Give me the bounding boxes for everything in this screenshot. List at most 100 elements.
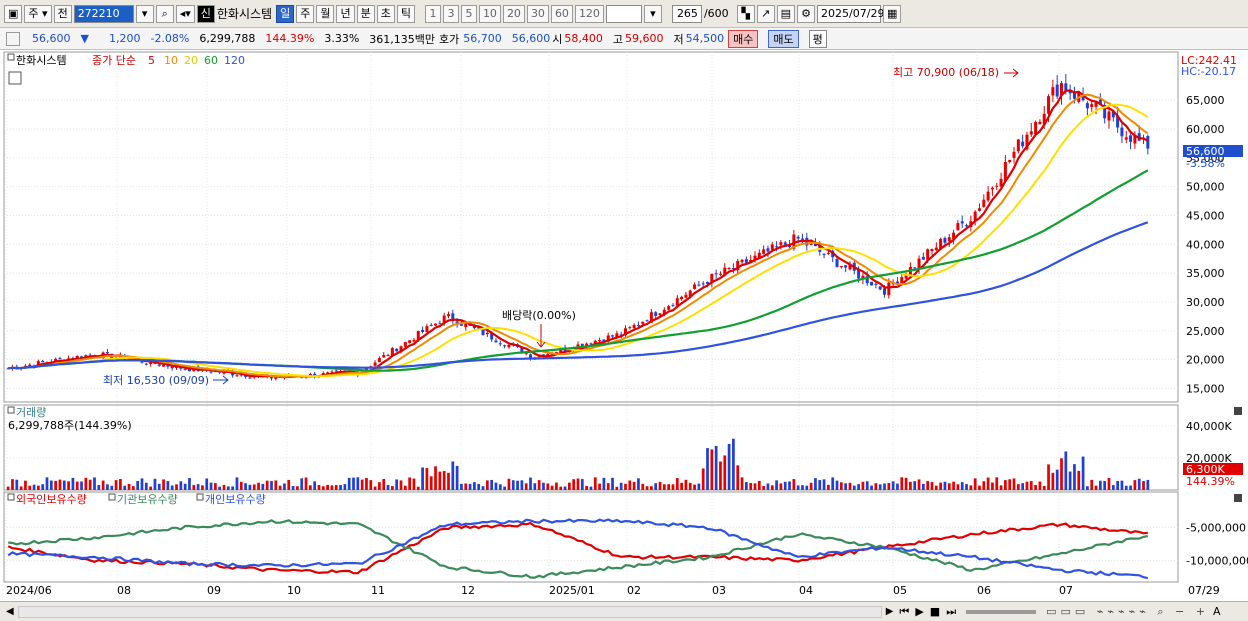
search-icon[interactable]: ⌕ [155, 4, 174, 23]
volume-bar [848, 482, 852, 490]
period-week-button[interactable]: 주 [296, 4, 315, 23]
minute-20-button[interactable]: 20 [502, 4, 525, 23]
table-icon[interactable] [8, 71, 22, 85]
holding-panel-close-icon[interactable] [1234, 494, 1242, 502]
chart-settings-icon[interactable]: ▚ [736, 4, 755, 23]
stop-icon[interactable]: ■ [929, 605, 941, 618]
volume-bar [395, 479, 399, 490]
candle-body [740, 259, 744, 263]
new-badge: 신 [196, 4, 215, 23]
volume-panel[interactable] [3, 404, 1179, 491]
candle-body [438, 323, 442, 325]
speaker-icon[interactable]: ◂▾ [175, 4, 195, 23]
holding-panel[interactable] [3, 491, 1179, 583]
candle-body [775, 246, 779, 248]
candle-body [874, 283, 878, 285]
count-input[interactable]: 265 [671, 4, 702, 23]
fast-forward-icon[interactable]: ⏭ [946, 604, 957, 618]
candle-body [870, 281, 874, 286]
code-dropdown-icon[interactable]: ▾ [135, 4, 154, 23]
rewind-icon[interactable]: ⏮ [899, 604, 910, 618]
volume-bar [563, 486, 567, 490]
y-tick-label: 50,000 [1186, 181, 1225, 194]
volume-bar [473, 482, 476, 490]
scroll-left-icon[interactable]: ◀ [6, 606, 14, 617]
minute-30-button[interactable]: 30 [526, 4, 549, 23]
minute-120-button[interactable]: 120 [574, 4, 604, 23]
candle-body [459, 324, 463, 326]
volume-bar [1068, 471, 1072, 490]
candle-body [654, 312, 658, 316]
custom-minute-dropdown-icon[interactable]: ▾ [643, 4, 662, 23]
volume-bar [62, 480, 66, 490]
minute-1-button[interactable]: 1 [424, 4, 441, 23]
candle-body [58, 357, 62, 359]
volume-bar [805, 485, 809, 490]
sell-button[interactable]: 매도 [768, 29, 799, 48]
candle-body [170, 366, 174, 369]
period-tick-button[interactable]: 틱 [396, 4, 415, 23]
x-tick-label: 12 [461, 584, 475, 597]
minute-5-button[interactable]: 5 [460, 4, 477, 23]
candle-body [1051, 87, 1055, 96]
period-month-button[interactable]: 월 [316, 4, 335, 23]
minute-3-button[interactable]: 3 [442, 4, 459, 23]
period-year-button[interactable]: 년 [336, 4, 355, 23]
tool-icons[interactable]: ▭▭▭ ⌁⌁⌁⌁⌁ ⌕ − + [1046, 604, 1209, 618]
date-input[interactable]: 2025/07/29 [817, 4, 884, 23]
volume-bar [697, 483, 701, 490]
high-annotation: 최고 70,900 (06/18) [893, 66, 999, 79]
minute-10-button[interactable]: 10 [478, 4, 501, 23]
volume-bar [641, 483, 645, 490]
window-icon[interactable]: ▣ [4, 4, 23, 23]
stock-code-input[interactable]: 272210 [73, 4, 134, 23]
period-day-button[interactable]: 일 [276, 4, 295, 23]
volume-bar [986, 477, 990, 490]
prev-button[interactable]: 전 [53, 4, 72, 23]
volume-bar [926, 481, 930, 490]
volume-bar [503, 486, 506, 490]
save-icon[interactable]: ▤ [776, 4, 796, 23]
buy-button[interactable]: 매수 [728, 29, 759, 48]
candle-body [913, 267, 917, 269]
scroll-right-icon[interactable]: ▶ [885, 606, 894, 617]
volume-bar [775, 480, 778, 490]
draw-tool-icon[interactable]: ↗ [756, 4, 775, 23]
candle-body [395, 348, 399, 352]
candle-body [1098, 99, 1102, 105]
holding-y-tick-label: -10,000,000 [1186, 554, 1248, 567]
play-icon[interactable]: ▶ [915, 605, 924, 618]
volume-bar [170, 485, 174, 490]
volume-bar [1120, 480, 1124, 490]
custom-minute-input[interactable] [605, 4, 642, 23]
volume-bar [235, 477, 239, 490]
candle-body [900, 277, 904, 284]
volume-bar [533, 483, 537, 490]
period-second-button[interactable]: 초 [376, 4, 395, 23]
volume-bar [572, 479, 576, 490]
period-select[interactable]: 주 ▾ [24, 4, 52, 23]
candle-body [382, 355, 386, 358]
volume-bar [188, 478, 191, 490]
minute-60-button[interactable]: 60 [550, 4, 573, 23]
volume-bar [1086, 486, 1089, 490]
zoom-slider[interactable] [966, 609, 1037, 614]
volume-bars [6, 438, 1150, 490]
evaluate-button[interactable]: 평 [808, 29, 827, 48]
chart-area[interactable]: 65,00060,00055,00050,00045,00040,00035,0… [0, 50, 1248, 601]
volume-panel-close-icon[interactable] [1234, 407, 1242, 415]
candle-body [1021, 141, 1025, 147]
gear-icon[interactable]: ⚙ [797, 4, 816, 23]
scrollbar-track[interactable] [17, 605, 882, 618]
bottom-toolbar: ◀ ▶ ⏮ ▶ ■ ⏭ ▭▭▭ ⌁⌁⌁⌁⌁ ⌕ − + A [0, 601, 1248, 621]
candle-body [982, 199, 986, 207]
volume-bar [619, 482, 623, 490]
candle-body [144, 363, 148, 365]
candle-body [334, 370, 338, 372]
volume-bar [468, 483, 472, 490]
calendar-icon[interactable]: ▦ [883, 4, 902, 23]
period-minute-button[interactable]: 분 [356, 4, 375, 23]
font-size-icon[interactable]: A [1212, 605, 1221, 618]
volume-bar [1029, 481, 1033, 490]
stock-label: 한화시스템 [16, 54, 67, 67]
